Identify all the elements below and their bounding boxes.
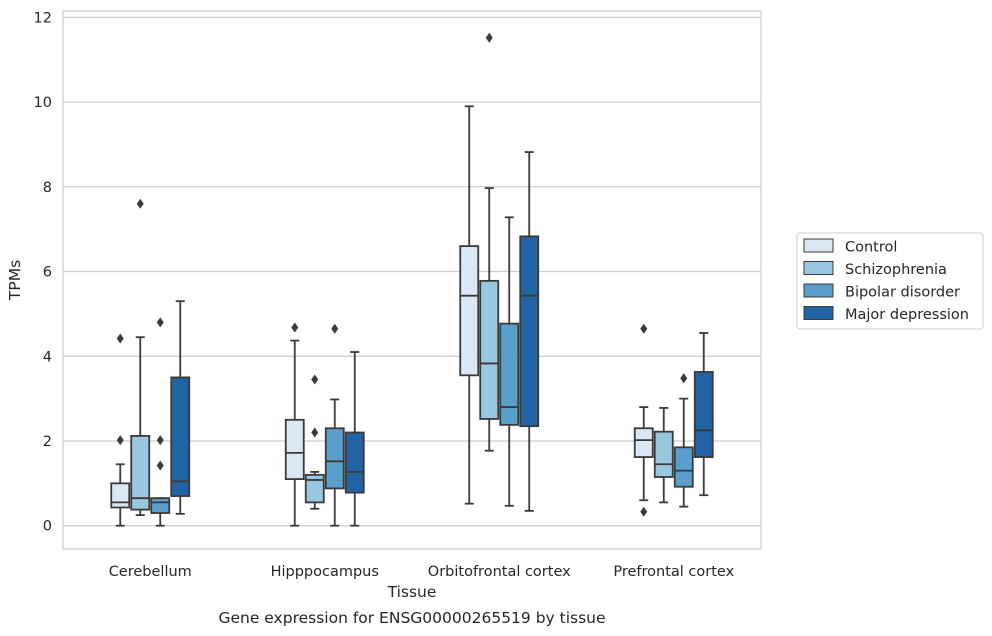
y-axis-title: TPMs — [6, 260, 24, 301]
outlier-point — [156, 317, 164, 328]
box-body — [459, 245, 480, 377]
y-tick-label: 8 — [43, 180, 52, 196]
outlier-point — [116, 435, 124, 446]
boxes — [110, 32, 714, 527]
box-body — [693, 371, 714, 458]
box-body — [344, 431, 365, 494]
x-tick-label: Orbitofrontal cortex — [428, 564, 571, 580]
legend-swatch — [803, 306, 834, 320]
outlier-point — [156, 435, 164, 446]
legend-swatch — [803, 261, 834, 275]
y-tick-labels: 0 2 4 6 8 10 12 — [34, 10, 52, 534]
box-major-depression — [344, 351, 365, 527]
box-body — [304, 473, 325, 504]
x-tick-label: Cerebellum — [109, 564, 192, 580]
box-bipolar-disorder — [673, 373, 694, 508]
y-tick-label: 6 — [43, 265, 52, 281]
box-schizophrenia — [304, 374, 325, 510]
legend-label: Schizophrenia — [845, 262, 947, 278]
y-tick-label: 0 — [43, 519, 52, 535]
y-tick-label: 12 — [34, 10, 52, 26]
outlier-point — [680, 373, 688, 384]
box-body — [673, 446, 694, 488]
outlier-point — [291, 322, 299, 333]
box-bipolar-disorder — [499, 216, 520, 507]
legend-label: Major depression — [845, 307, 969, 323]
box-body — [130, 434, 151, 511]
box-control — [633, 323, 654, 517]
outlier-point — [116, 333, 124, 344]
outlier-point — [136, 198, 144, 209]
box-control — [459, 105, 480, 505]
outlier-point — [640, 506, 648, 517]
box-bipolar-disorder — [324, 323, 345, 527]
box-body — [479, 279, 500, 420]
outlier-point — [311, 374, 319, 385]
box-body — [519, 235, 540, 428]
legend-swatch — [803, 238, 834, 253]
y-tick-label: 10 — [34, 95, 52, 111]
box-control — [110, 333, 131, 527]
outlier-point — [485, 32, 493, 43]
box-bipolar-disorder — [150, 317, 171, 527]
figure-caption: Gene expression for ENSG00000265519 by t… — [218, 609, 605, 627]
box-body — [284, 418, 305, 481]
legend-swatch — [803, 283, 834, 298]
legend-label: Bipolar disorder — [845, 285, 960, 301]
box-schizophrenia — [479, 32, 500, 452]
plot-frame — [62, 10, 762, 550]
x-tick-label: Prefrontal cortex — [613, 564, 734, 580]
box-major-depression — [170, 300, 191, 515]
box-major-depression — [519, 151, 540, 512]
box-control — [284, 322, 305, 527]
outlier-point — [331, 323, 339, 334]
box-schizophrenia — [653, 407, 674, 504]
box-body — [633, 427, 654, 458]
outlier-point — [640, 323, 648, 334]
x-tick-label: Hipppocampus — [271, 564, 379, 580]
x-axis-title: Tissue — [387, 583, 437, 601]
box-body — [150, 497, 171, 514]
legend-frame — [796, 232, 984, 330]
outlier-point — [156, 460, 164, 471]
y-tick-label: 4 — [43, 349, 52, 365]
outlier-point — [311, 427, 319, 438]
legend: Control Schizophrenia Bipolar disorder Majo… — [796, 232, 984, 330]
box-major-depression — [693, 332, 714, 497]
box-body — [170, 376, 191, 497]
y-tick-label: 2 — [43, 434, 52, 450]
x-tick-labels: Cerebellum Hipppocampus Orbitofrontal cort… — [109, 564, 735, 580]
legend-label: Control — [845, 240, 897, 256]
box-body — [324, 427, 345, 490]
box-body — [110, 482, 131, 509]
box-body — [499, 322, 520, 426]
box-schizophrenia — [130, 198, 151, 517]
box-body — [653, 430, 674, 478]
